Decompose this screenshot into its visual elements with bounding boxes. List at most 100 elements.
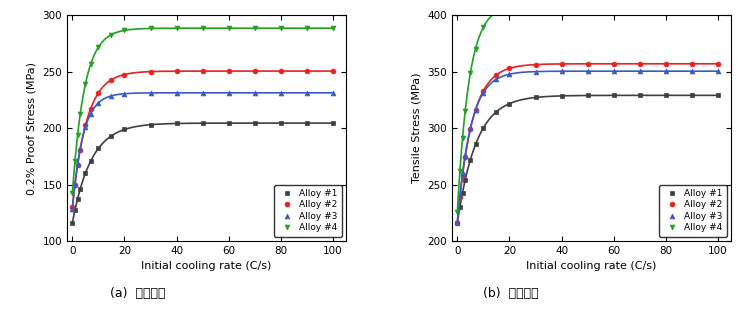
Alloy #1 (479, 126, 488, 130)
Alloy #1 (68, 221, 77, 225)
Alloy #3 (251, 91, 260, 95)
Alloy #1 (609, 94, 618, 97)
Alloy #2 (86, 107, 95, 111)
Alloy #3 (466, 126, 475, 130)
Alloy #3 (225, 91, 233, 95)
Alloy #2 (458, 173, 467, 177)
Alloy #4 (609, 2, 618, 6)
Alloy #4 (557, 3, 566, 6)
Alloy #1 (75, 187, 84, 191)
Alloy #4 (471, 47, 480, 50)
Alloy #2 (505, 66, 514, 70)
Alloy #4 (198, 26, 207, 30)
Alloy #4 (461, 109, 470, 113)
Alloy #4 (636, 2, 645, 6)
Alloy #4 (81, 82, 90, 86)
Alloy #4 (172, 26, 181, 30)
Alloy #1 (198, 121, 207, 125)
Alloy #2 (471, 108, 480, 112)
Alloy #1 (86, 159, 95, 163)
Alloy #4 (453, 210, 462, 214)
Alloy #3 (303, 91, 312, 95)
Alloy #1 (492, 110, 501, 114)
Line: Alloy #2: Alloy #2 (70, 69, 336, 210)
Alloy #2 (557, 62, 566, 66)
Y-axis label: Tensile Stress (MPa): Tensile Stress (MPa) (412, 73, 422, 184)
Alloy #1 (461, 178, 470, 182)
Alloy #1 (557, 94, 566, 98)
Alloy #1 (531, 95, 540, 99)
Alloy #3 (714, 69, 723, 73)
Alloy #3 (471, 108, 480, 112)
Text: (b)  인장강도: (b) 인장강도 (483, 287, 539, 300)
Alloy #4 (94, 45, 103, 49)
Alloy #1 (456, 205, 465, 209)
Alloy #2 (146, 70, 155, 74)
Alloy #1 (70, 208, 79, 212)
Alloy #3 (328, 91, 337, 95)
Alloy #1 (172, 122, 181, 125)
Alloy #4 (225, 26, 233, 30)
Alloy #2 (120, 73, 129, 76)
Alloy #4 (328, 26, 337, 30)
Alloy #1 (471, 142, 480, 146)
Y-axis label: 0.2% Proof Stress (MPa): 0.2% Proof Stress (MPa) (27, 62, 37, 195)
Alloy #4 (146, 27, 155, 30)
Alloy #2 (688, 62, 697, 66)
Alloy #4 (73, 133, 82, 137)
Alloy #4 (531, 3, 540, 6)
Alloy #2 (70, 183, 79, 186)
Line: Alloy #4: Alloy #4 (70, 26, 336, 196)
Alloy #4 (458, 136, 467, 140)
Alloy #2 (94, 91, 103, 95)
Alloy #3 (557, 69, 566, 73)
Alloy #1 (81, 171, 90, 175)
Alloy #2 (531, 63, 540, 66)
Alloy #2 (461, 155, 470, 159)
Text: (a)  항복강도: (a) 항복강도 (110, 287, 166, 300)
Alloy #2 (198, 69, 207, 73)
Alloy #3 (492, 77, 501, 81)
Alloy #2 (456, 195, 465, 199)
Alloy #2 (479, 89, 488, 93)
Alloy #2 (172, 69, 181, 73)
Alloy #2 (636, 62, 645, 66)
Alloy #3 (107, 94, 116, 98)
Line: Alloy #4: Alloy #4 (455, 2, 721, 214)
Alloy #3 (146, 91, 155, 95)
Alloy #4 (68, 191, 77, 195)
Alloy #3 (81, 125, 90, 129)
Line: Alloy #3: Alloy #3 (455, 69, 721, 225)
Alloy #4 (456, 169, 465, 172)
Alloy #1 (328, 121, 337, 125)
Alloy #3 (458, 171, 467, 175)
Alloy #4 (479, 25, 488, 29)
Alloy #1 (303, 121, 312, 125)
Alloy #1 (583, 94, 592, 97)
Alloy #4 (688, 2, 697, 6)
Alloy #3 (688, 69, 697, 73)
Alloy #4 (583, 2, 592, 6)
Alloy #1 (466, 158, 475, 162)
Alloy #2 (583, 62, 592, 66)
Alloy #1 (94, 146, 103, 150)
Line: Alloy #2: Alloy #2 (455, 61, 721, 225)
Alloy #3 (662, 69, 671, 73)
Alloy #3 (277, 91, 286, 95)
Alloy #4 (714, 2, 723, 6)
Alloy #3 (68, 207, 77, 211)
Alloy #3 (86, 112, 95, 116)
Alloy #2 (303, 69, 312, 73)
Alloy #4 (120, 28, 129, 32)
Alloy #3 (94, 101, 103, 105)
Alloy #3 (70, 182, 79, 186)
Alloy #3 (453, 220, 462, 224)
Alloy #1 (73, 197, 82, 201)
Alloy #1 (458, 191, 467, 194)
Alloy #1 (662, 94, 671, 97)
Line: Alloy #1: Alloy #1 (70, 121, 336, 225)
Alloy #1 (277, 121, 286, 125)
Alloy #4 (505, 5, 514, 9)
Alloy #1 (107, 134, 116, 138)
Alloy #1 (225, 121, 233, 125)
